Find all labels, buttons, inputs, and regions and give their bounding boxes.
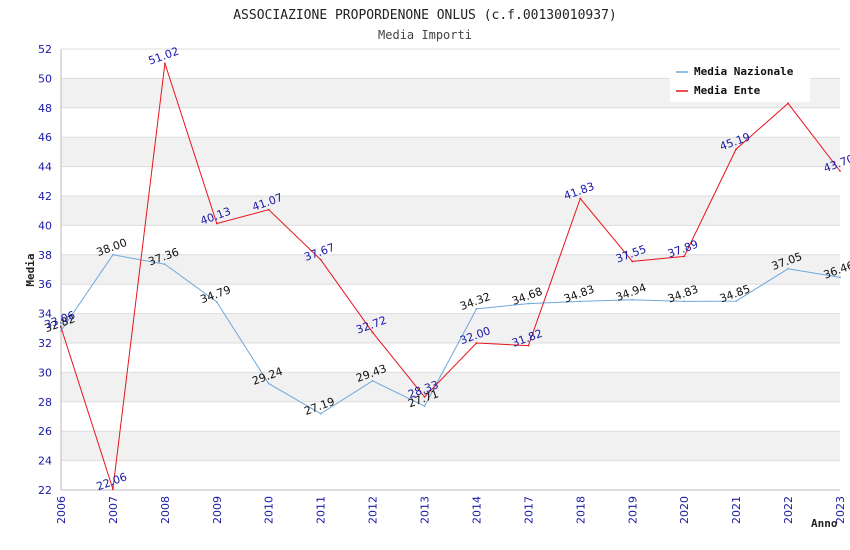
y-tick-label: 42 bbox=[38, 190, 52, 203]
y-tick-label: 48 bbox=[38, 102, 52, 115]
x-tick-label: 2022 bbox=[782, 496, 795, 524]
x-tick-label: 2021 bbox=[730, 496, 743, 524]
data-point-media-ente bbox=[787, 102, 789, 105]
y-tick-label: 26 bbox=[38, 425, 52, 438]
data-point-media-nazionale bbox=[112, 253, 114, 256]
data-point-media-ente bbox=[579, 197, 582, 200]
data-point-media-ente bbox=[319, 258, 322, 261]
series-line-media-nazionale bbox=[60, 254, 841, 415]
data-point-media-nazionale bbox=[475, 307, 478, 310]
grid-lines bbox=[61, 48, 840, 491]
x-tick-label: 2011 bbox=[315, 496, 328, 524]
y-tick-label: 52 bbox=[38, 43, 52, 56]
data-point-media-nazionale bbox=[267, 382, 270, 385]
legend-label-media-ente: Media Ente bbox=[694, 84, 761, 97]
x-tick-label: 2019 bbox=[626, 496, 639, 524]
data-point-media-ente bbox=[215, 222, 218, 225]
x-tick-label: 2014 bbox=[470, 496, 483, 524]
y-tick-label: 34 bbox=[38, 308, 52, 321]
data-point-media-ente bbox=[683, 255, 686, 258]
data-point-media-ente bbox=[839, 170, 841, 172]
x-tick-label: 2023 bbox=[834, 496, 847, 524]
data-point-media-ente bbox=[475, 342, 478, 344]
x-tick-label: 2012 bbox=[367, 496, 380, 524]
data-point-media-ente bbox=[267, 208, 270, 211]
data-point-media-nazionale bbox=[735, 300, 738, 303]
data-point-media-nazionale bbox=[839, 276, 841, 279]
chart-title: ASSOCIAZIONE PROPORDENONE ONLUS (c.f.001… bbox=[233, 8, 617, 23]
x-tick-label: 2013 bbox=[419, 496, 432, 524]
data-point-media-nazionale bbox=[527, 302, 530, 305]
x-tick-label: 2017 bbox=[522, 496, 535, 524]
legend-box bbox=[670, 60, 810, 102]
y-tick-label: 46 bbox=[38, 131, 52, 144]
data-point-media-nazionale bbox=[631, 298, 634, 301]
data-label-media-nazionale: 34.83 bbox=[562, 283, 596, 306]
data-label-media-nazionale: 34.68 bbox=[510, 285, 544, 308]
y-tick-label: 50 bbox=[38, 72, 52, 85]
data-point-media-ente bbox=[60, 326, 62, 329]
y-tick-label: 32 bbox=[38, 337, 52, 350]
data-point-media-ente bbox=[631, 260, 634, 263]
series-lines bbox=[60, 62, 841, 491]
x-tick-label: 2018 bbox=[574, 496, 587, 524]
chart-subtitle: Media Importi bbox=[378, 28, 472, 42]
grid-bands bbox=[61, 78, 840, 461]
data-label-media-nazionale: 34.83 bbox=[666, 283, 700, 306]
y-tick-labels: 22 24 26 28 30 32 34 36 38 40 42 44 46 48 50 52 bbox=[38, 43, 52, 497]
data-point-media-nazionale bbox=[163, 263, 166, 266]
data-point-media-nazionale bbox=[787, 267, 789, 270]
x-tick-label: 2009 bbox=[211, 496, 224, 524]
data-point-media-ente bbox=[371, 331, 374, 334]
data-point-media-nazionale bbox=[319, 412, 322, 415]
y-axis-title: Media bbox=[24, 253, 37, 286]
y-tick-label: 22 bbox=[38, 484, 52, 497]
y-tick-label: 38 bbox=[38, 249, 52, 262]
data-point-media-nazionale bbox=[423, 405, 426, 407]
grid-band bbox=[61, 196, 840, 226]
x-tick-label: 2020 bbox=[678, 496, 691, 524]
data-label-media-nazionale: 34.32 bbox=[458, 290, 492, 313]
x-tick-labels: 2006 2007 2008 2009 2010 2011 2012 2013 2014 2017… bbox=[55, 496, 847, 524]
grid-band bbox=[61, 313, 840, 343]
data-point-media-ente bbox=[112, 488, 114, 491]
legend: Media Nazionale Media Ente bbox=[670, 60, 810, 102]
data-point-media-nazionale bbox=[60, 330, 62, 332]
data-point-media-ente bbox=[527, 344, 530, 347]
y-tick-label: 36 bbox=[38, 278, 52, 291]
x-tick-label: 2008 bbox=[159, 496, 172, 524]
legend-label-media-nazionale: Media Nazionale bbox=[694, 65, 794, 78]
data-label-media-nazionale: 34.85 bbox=[718, 282, 752, 305]
data-point-media-ente bbox=[423, 396, 426, 398]
x-axis-title: Anno bbox=[811, 517, 838, 530]
y-tick-label: 30 bbox=[38, 366, 52, 379]
data-label-media-nazionale: 34.79 bbox=[199, 283, 233, 306]
y-tick-label: 24 bbox=[38, 455, 52, 468]
x-tick-label: 2010 bbox=[263, 496, 276, 524]
y-tick-label: 28 bbox=[38, 396, 52, 409]
y-tick-label: 40 bbox=[38, 219, 52, 232]
data-label-media-ente: 51.02 bbox=[147, 45, 181, 68]
data-point-media-ente bbox=[735, 148, 738, 151]
data-point-media-nazionale bbox=[683, 300, 686, 303]
grid-band bbox=[61, 431, 840, 461]
data-point-media-nazionale bbox=[579, 300, 582, 303]
y-tick-label: 44 bbox=[38, 161, 52, 174]
x-tick-label: 2007 bbox=[107, 496, 120, 524]
data-point-media-nazionale bbox=[371, 379, 374, 382]
grid-band bbox=[61, 254, 840, 285]
data-point-media-ente bbox=[163, 62, 166, 65]
x-tick-label: 2006 bbox=[55, 496, 68, 524]
series-line-media-ente bbox=[60, 63, 841, 490]
grid-band bbox=[61, 372, 840, 402]
data-point-media-nazionale bbox=[215, 301, 218, 303]
